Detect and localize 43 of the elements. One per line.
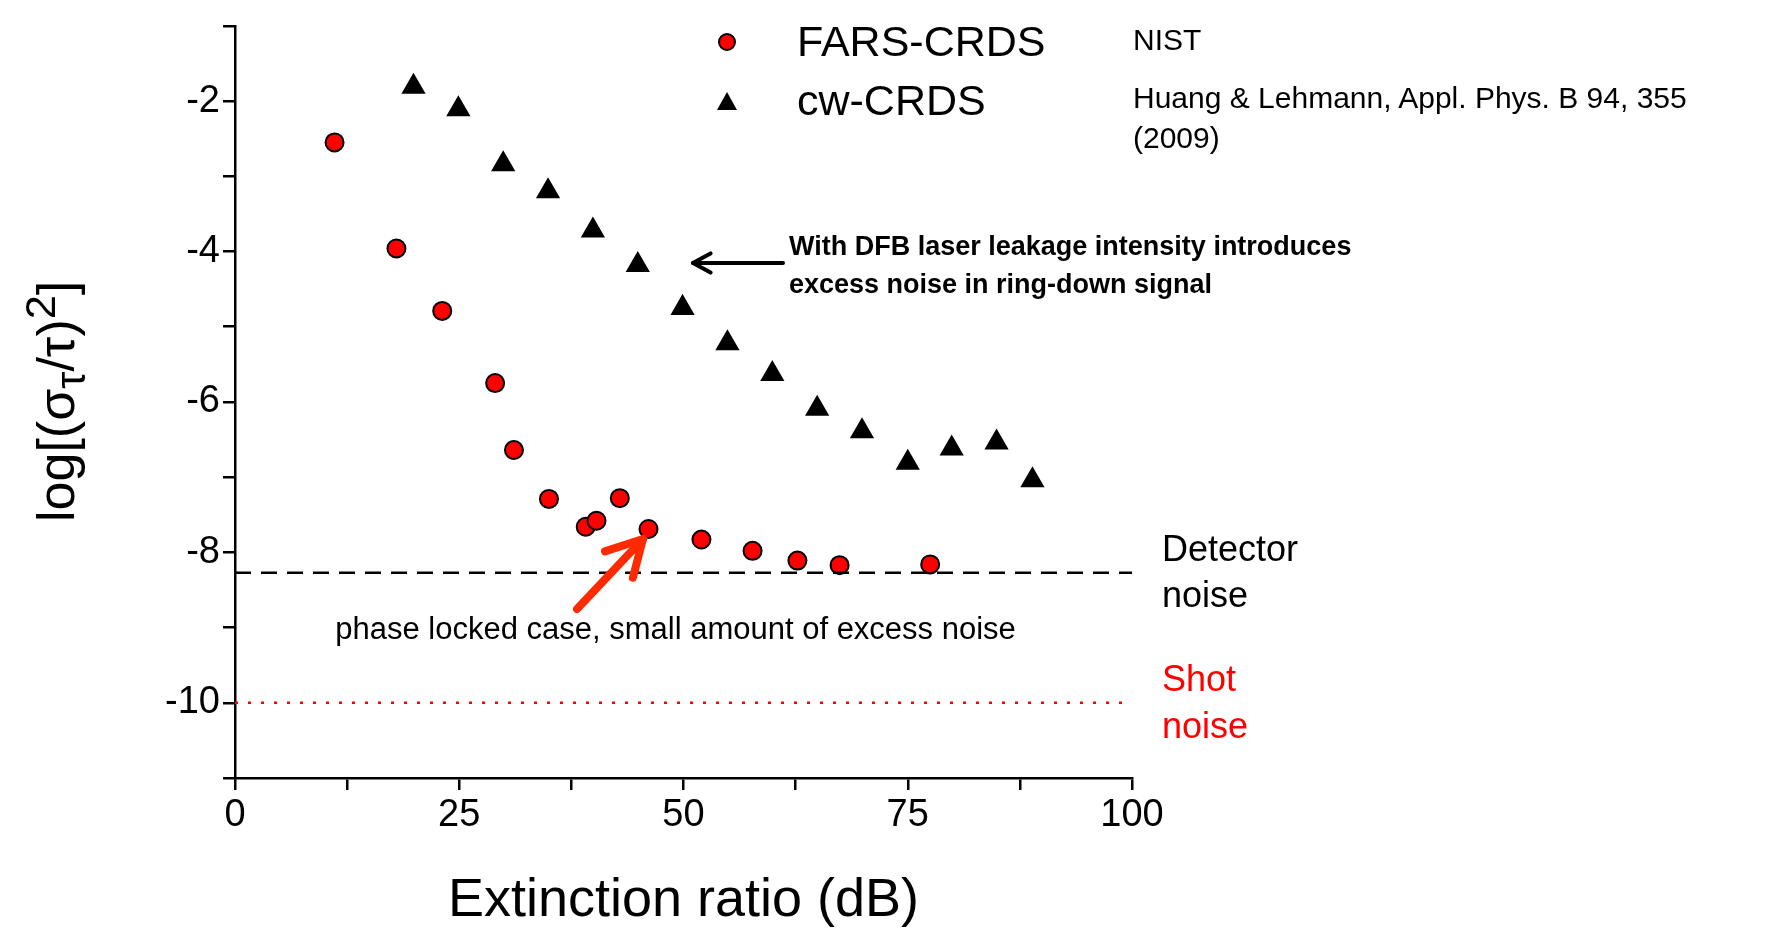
y-tick-label: -2: [186, 77, 220, 120]
x-tick-label: 50: [662, 792, 705, 835]
point: [402, 73, 425, 94]
point: [787, 550, 808, 571]
x-tick-label: 0: [224, 792, 246, 835]
point: [432, 300, 453, 321]
point: [536, 178, 560, 199]
y-tick-label: -4: [186, 227, 220, 270]
point: [609, 488, 630, 509]
x-axis-title: Extinction ratio (dB): [447, 867, 920, 928]
text: Huang & Lehmann, Appl. Phys. B 94, 355 (2009): [1133, 80, 1688, 156]
point: [581, 217, 605, 238]
point: [691, 529, 712, 550]
point: [671, 294, 694, 315]
legend-label: cw-CRDS: [797, 75, 986, 126]
y-tick-label: -6: [186, 378, 220, 421]
point: [716, 330, 739, 351]
legend-label: FARS-CRDS: [797, 16, 1046, 67]
ref-line-label: Detector noise: [1162, 526, 1300, 618]
annotation: With DFB laser leakage intensity introduces excess noise in ring-down signal: [789, 230, 1353, 301]
point: [920, 554, 941, 575]
point: [1021, 467, 1044, 488]
point: [940, 435, 964, 456]
x-tick-label: 100: [1100, 792, 1164, 835]
point: [638, 519, 659, 540]
point: [503, 440, 524, 461]
x-tick-label: 25: [438, 792, 481, 835]
point: [586, 510, 607, 531]
point: [626, 252, 650, 272]
point: [985, 429, 1008, 450]
y-tick-label: -10: [165, 679, 220, 722]
point: [850, 418, 874, 439]
text: NIST: [1133, 22, 1203, 58]
point: [760, 361, 784, 382]
x-tick-label: 75: [886, 792, 929, 835]
y-tick-label: -8: [186, 528, 220, 571]
point: [538, 488, 559, 509]
point: [491, 151, 515, 172]
point: [446, 96, 470, 117]
point: [805, 395, 829, 416]
annotation: phase locked case, small amount of excess noise: [335, 611, 1016, 648]
point: [742, 540, 763, 561]
ref-line-label: Shot noise: [1162, 656, 1250, 748]
